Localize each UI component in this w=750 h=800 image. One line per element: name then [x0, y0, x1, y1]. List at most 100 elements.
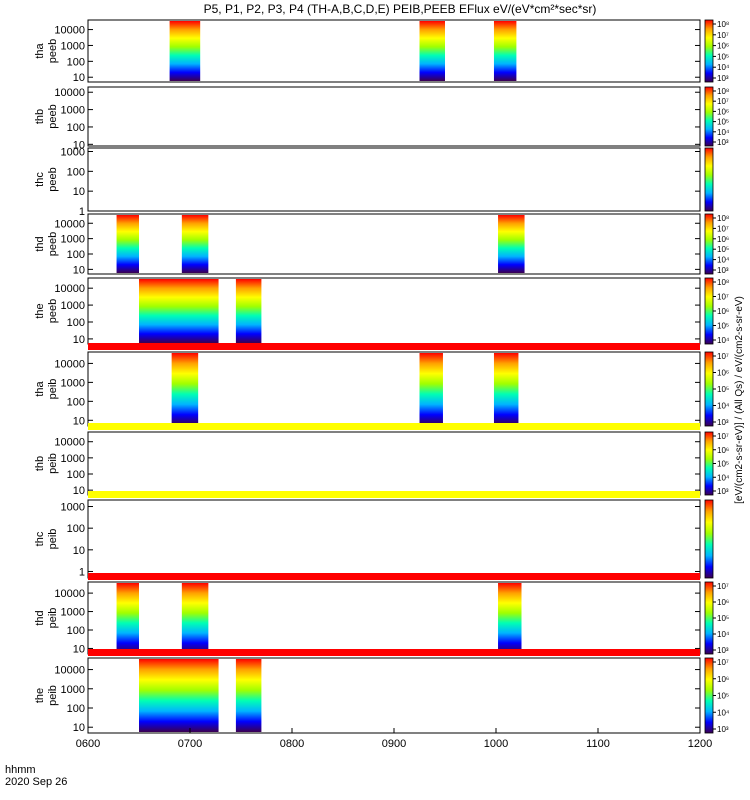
colorbar-tick-label: 10³: [717, 74, 729, 83]
colorbar-tick-label: 10⁷: [717, 432, 729, 441]
y-tick-label: 10000: [54, 25, 85, 37]
spectrogram-block: [498, 583, 522, 653]
colorbar-tick-label: 10⁴: [717, 402, 730, 411]
x-tick-label: 1100: [586, 738, 610, 750]
spectrogram-block: [169, 21, 201, 81]
y-tick-label: 100: [67, 56, 85, 68]
colorbar-tick-label: 10⁸: [717, 20, 729, 29]
colorbar-tick-label: 10⁵: [717, 245, 729, 254]
figure-title: P5, P1, P2, P3, P4 (TH-A,B,C,D,E) PEIB,P…: [204, 2, 597, 16]
y-tick-label: 100: [67, 396, 85, 408]
y-tick-label: 1000: [61, 105, 85, 117]
panel-label-product: peeb: [47, 104, 59, 128]
colorbar-tick-label: 10³: [717, 487, 729, 496]
colorbar-tick-label: 10⁷: [717, 97, 729, 106]
panel-thc-peeb: 1 10 100 1000 thc peeb: [34, 146, 714, 218]
spectrogram-block: [181, 583, 209, 653]
panel-label-probe: tha: [34, 380, 46, 396]
spectrogram-block: [235, 279, 262, 343]
colorbar-tick-label: 10⁵: [717, 322, 729, 331]
y-tick-label: 100: [67, 249, 85, 261]
colorbar-tick-label: 10⁴: [717, 473, 730, 482]
y-tick-label: 100: [67, 523, 85, 535]
y-tick-label: 1000: [61, 607, 85, 619]
spectrogram-block: [181, 215, 209, 273]
panel-label-probe: the: [34, 303, 46, 318]
colorbar-tick-label: 10⁴: [717, 128, 730, 137]
panel-label-product: peeb: [47, 39, 59, 63]
colorbar-tick-label: 10⁶: [717, 235, 729, 244]
fill-band: [88, 491, 700, 498]
panel-label-product: peib: [47, 529, 59, 550]
panel-frame: [87, 499, 701, 579]
colorbar-tick-label: 10⁷: [717, 293, 729, 302]
x-tick-label: 1200: [688, 738, 712, 750]
y-tick-label: 1000: [61, 684, 85, 696]
x-tick-label: 1000: [484, 738, 508, 750]
y-tick-label: 100: [67, 625, 85, 637]
spectrogram-block: [235, 659, 262, 732]
spectrogram-block: [139, 279, 219, 343]
y-tick-label: 10: [73, 72, 85, 84]
fill-band: [88, 423, 700, 430]
fill-band: [88, 343, 700, 350]
y-tick-label: 1000: [61, 300, 85, 312]
x-tick-label: 0600: [76, 738, 100, 750]
y-tick-label: 100: [67, 122, 85, 134]
colorbar: [704, 431, 714, 496]
colorbar: [704, 213, 714, 275]
colorbar-tick-label: 10⁶: [717, 369, 729, 378]
colorbar-tick-label: 10⁴: [717, 256, 730, 265]
spectrogram-block: [116, 215, 139, 273]
colorbar-tick-label: 10⁸: [717, 87, 729, 96]
colorbar: [704, 657, 714, 734]
panel-frame: [87, 86, 701, 147]
colorbar: [704, 147, 714, 212]
y-tick-label: 10: [73, 722, 85, 734]
panel-label-probe: the: [34, 688, 46, 703]
spectrogram-block: [139, 659, 219, 732]
y-tick-label: 1: [79, 566, 85, 578]
panel-label-probe: thb: [34, 456, 46, 471]
spectrogram-block: [493, 353, 519, 425]
y-tick-label: 10: [73, 415, 85, 427]
y-tick-label: 10000: [54, 283, 85, 295]
colorbar-tick-label: 10⁴: [717, 708, 730, 717]
colorbar-tick-label: 10⁵: [717, 614, 729, 623]
panel-thc-peib: 1 10 100 1000 thc peib: [34, 491, 714, 579]
colorbar-tick-label: 10⁶: [717, 598, 729, 607]
panel-label-product: peeb: [47, 299, 59, 323]
x-axis: 0600 0700 0800 0900 1000 1100 1200: [76, 728, 712, 750]
colorbar-tick-label: 10³: [717, 418, 729, 427]
colorbar-tick-label: 10⁸: [717, 214, 729, 223]
y-tick-label: 100: [67, 166, 85, 178]
y-tick-label: 1000: [61, 146, 85, 158]
colorbar-tick-label: 10³: [717, 725, 729, 734]
panel-frame: [87, 147, 701, 212]
panel-label-product: peeb: [47, 167, 59, 191]
colorbar-tick-label: 10⁶: [717, 307, 729, 316]
y-tick-label: 1000: [61, 40, 85, 52]
y-tick-label: 10: [73, 139, 85, 151]
panel-thd-peib: 10 100 1000 10000 thd peib 10³ 10⁴ 10⁵ 10⁶ 10⁷: [34, 573, 730, 655]
colorbar-tick-label: 10³: [717, 138, 729, 147]
colorbar: [704, 581, 714, 655]
y-tick-label: 10000: [54, 358, 85, 370]
y-tick-label: 1: [79, 206, 85, 218]
colorbar-tick-label: 10⁵: [717, 692, 729, 701]
panel-label-probe: tha: [34, 42, 46, 58]
colorbar: [704, 86, 714, 147]
x-axis-label-hhmm: hhmm: [5, 764, 36, 776]
panel-label-product: peib: [47, 608, 59, 629]
panel-the-peeb: 10 100 1000 10000 the peeb 10⁴ 10⁵ 10⁶ 10⁷ 10⁸: [34, 277, 730, 346]
panel-the-peib: 10 100 1000 10000 the peib 10³ 10⁴ 10⁵ 10⁶ 10⁷: [34, 649, 730, 734]
panel-label-probe: thc: [34, 172, 46, 187]
colorbar-title: [eV/(cm2-s-sr-eV)] / (All Qs) / eV/(cm2-…: [734, 296, 745, 504]
colorbar-tick-label: 10⁶: [717, 42, 729, 51]
y-tick-label: 1000: [61, 453, 85, 465]
x-tick-label: 0800: [280, 738, 304, 750]
panel-frame: [87, 19, 701, 83]
